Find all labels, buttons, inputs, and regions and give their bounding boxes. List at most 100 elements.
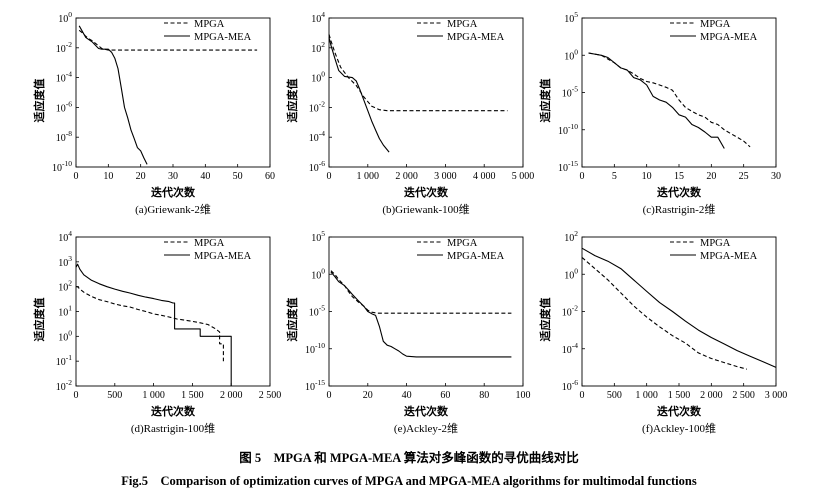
y-tick-label-exponent: -10 — [568, 122, 578, 131]
y-tick-label-exponent: -2 — [319, 99, 325, 108]
x-tick-label: 500 — [107, 390, 122, 401]
y-tick-label-exponent: -1 — [66, 353, 72, 362]
y-tick-label-base: 10 — [311, 74, 321, 85]
y-tick-label-exponent: -10 — [62, 159, 72, 168]
chart-panel-5: 0 20 40 60 80 10010510010-510-1010-15迭代次数适应度值… — [285, 229, 531, 435]
y-tick-label-base: 10 — [56, 74, 66, 85]
y-tick-label-exponent: 1 — [68, 304, 72, 313]
legend-label: MPGA — [700, 19, 731, 30]
x-tick-label: 1 000 — [635, 390, 658, 401]
x-tick-label: 60 — [440, 390, 450, 401]
y-tick-label-exponent: 0 — [574, 47, 578, 56]
y-axis-title: 适应度值 — [32, 79, 46, 123]
y-tick-label: 10-2 — [56, 40, 72, 55]
y-tick-label: 105 — [311, 229, 325, 244]
y-axis-title: 适应度值 — [285, 79, 299, 123]
y-tick-label: 100 — [311, 266, 325, 281]
x-tick-label: 60 — [265, 171, 275, 182]
y-tick-label: 10-6 — [562, 378, 578, 393]
x-tick-label: 0 — [327, 171, 332, 182]
y-tick-label-base: 10 — [311, 270, 321, 281]
y-tick-label-base: 10 — [58, 258, 68, 269]
x-tick-label: 5 000 — [512, 171, 535, 182]
y-tick-label-exponent: -4 — [572, 341, 578, 350]
y-tick-label-base: 10 — [311, 233, 321, 244]
y-tick-label-exponent: 4 — [321, 10, 325, 19]
x-tick-label: 2 500 — [732, 390, 755, 401]
y-tick-label-exponent: -6 — [319, 159, 325, 168]
y-tick-label-base: 10 — [305, 382, 315, 393]
x-tick-label: 2 000 — [395, 171, 418, 182]
x-axis-title: 迭代次数 — [404, 404, 449, 418]
y-tick-label-exponent: 2 — [68, 279, 72, 288]
y-tick-label: 10-1 — [56, 353, 72, 368]
y-tick-label-base: 10 — [56, 44, 66, 55]
y-tick-label-exponent: -4 — [319, 129, 325, 138]
x-tick-label: 1 000 — [142, 390, 165, 401]
y-tick-label: 100 — [564, 266, 578, 281]
y-tick-label: 102 — [58, 279, 72, 294]
y-tick-label-base: 10 — [56, 103, 66, 114]
y-tick-label-exponent: -15 — [315, 378, 325, 387]
y-tick-label: 102 — [564, 229, 578, 244]
y-tick-label-exponent: 5 — [321, 229, 325, 238]
x-tick-label: 4 000 — [473, 171, 496, 182]
y-tick-label-exponent: -2 — [572, 304, 578, 313]
x-tick-label: 2 500 — [259, 390, 282, 401]
y-tick-label: 10-2 — [562, 304, 578, 319]
y-tick-label-exponent: 0 — [321, 266, 325, 275]
y-tick-label-base: 10 — [56, 382, 66, 393]
y-tick-label-base: 10 — [564, 51, 574, 62]
x-tick-label: 40 — [200, 171, 210, 182]
y-tick-label-exponent: -10 — [315, 341, 325, 350]
y-tick-label-base: 10 — [58, 14, 68, 25]
x-tick-label: 20 — [136, 171, 146, 182]
y-tick-label: 103 — [58, 254, 72, 269]
x-tick-label: 2 000 — [700, 390, 723, 401]
subplot-caption: (e)Ackley-2维 — [394, 422, 458, 435]
y-tick-label: 104 — [58, 229, 72, 244]
chart-panel-3: 0 5 10 15 20 25 3010510010-510-1010-15迭代次数适应度值… — [538, 10, 781, 216]
x-tick-label: 1 500 — [181, 390, 204, 401]
chart-panels: 0 10 20 30 40 50 6010010-210-410-610-810-10迭代次… — [32, 10, 787, 435]
y-tick-label-exponent: 0 — [68, 328, 72, 337]
y-tick-label-exponent: 5 — [574, 10, 578, 19]
x-tick-label: 3 000 — [765, 390, 788, 401]
y-tick-label-base: 10 — [562, 382, 572, 393]
x-tick-label: 15 — [674, 171, 684, 182]
x-tick-label: 3 000 — [434, 171, 457, 182]
subplot-caption: (f)Ackley-100维 — [642, 422, 716, 435]
y-tick-label-base: 10 — [52, 163, 62, 174]
y-tick-label-base: 10 — [558, 126, 568, 137]
y-tick-label-base: 10 — [311, 44, 321, 55]
y-tick-label: 100 — [311, 70, 325, 85]
y-tick-label-exponent: 0 — [321, 70, 325, 79]
y-tick-label: 10-10 — [305, 341, 325, 356]
x-tick-label: 20 — [363, 390, 373, 401]
y-tick-label-base: 10 — [311, 14, 321, 25]
y-tick-label: 100 — [58, 328, 72, 343]
y-tick-label-base: 10 — [564, 14, 574, 25]
figure-caption-english: Fig.5 Comparison of optimization curves … — [121, 474, 697, 488]
legend-label: MPGA — [194, 238, 225, 249]
y-axis-title: 适应度值 — [538, 298, 552, 342]
series-line-mpga — [581, 256, 748, 370]
legend-label: MPGA-MEA — [447, 32, 505, 43]
y-tick-label: 10-6 — [309, 159, 325, 174]
legend-label: MPGA — [700, 238, 731, 249]
x-tick-label: 10 — [642, 171, 652, 182]
y-tick-label: 10-2 — [56, 378, 72, 393]
y-tick-label-base: 10 — [58, 233, 68, 244]
legend-label: MPGA-MEA — [194, 32, 252, 43]
legend-label: MPGA — [447, 238, 478, 249]
x-axis-title: 迭代次数 — [657, 185, 702, 199]
y-tick-label-exponent: -8 — [66, 129, 72, 138]
y-tick-label-base: 10 — [562, 345, 572, 356]
x-tick-label: 1 500 — [668, 390, 691, 401]
x-tick-label: 500 — [607, 390, 622, 401]
x-axis-title: 迭代次数 — [151, 185, 196, 199]
x-tick-label: 30 — [168, 171, 178, 182]
subplot-caption: (d)Rastrigin-100维 — [131, 422, 215, 435]
y-tick-label-exponent: 2 — [574, 229, 578, 238]
